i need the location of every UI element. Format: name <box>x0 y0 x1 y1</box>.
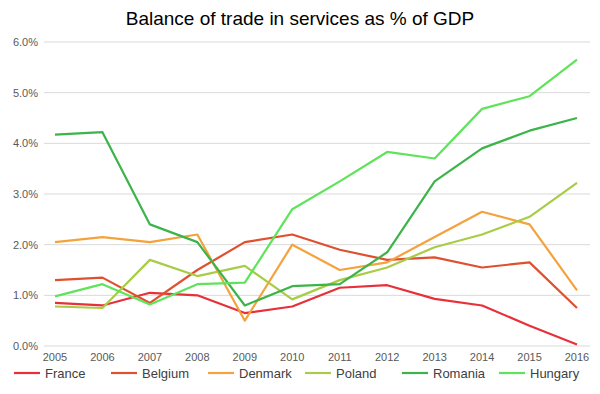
grid-line <box>44 346 590 347</box>
x-tick-label: 2009 <box>233 351 257 363</box>
legend-swatch <box>499 372 525 374</box>
series-line <box>55 118 577 305</box>
x-tick-label: 2014 <box>470 351 494 363</box>
y-tick-label: 5.0% <box>13 87 38 99</box>
legend-label: Belgium <box>142 366 189 381</box>
y-tick-label: 6.0% <box>13 36 38 48</box>
x-tick-label: 2011 <box>328 351 352 363</box>
x-tick-label: 2005 <box>43 351 67 363</box>
grid-line <box>44 244 590 245</box>
legend-label: Hungary <box>530 366 580 381</box>
series-line <box>55 183 577 308</box>
chart: Balance of trade in services as % of GDP… <box>0 0 600 394</box>
x-tick-label: 2013 <box>422 351 446 363</box>
x-tick-label: 2015 <box>517 351 541 363</box>
legend-label: Denmark <box>239 366 292 381</box>
legend-label: Poland <box>336 366 376 381</box>
legend-swatch <box>305 372 331 374</box>
x-tick-label: 2012 <box>375 351 399 363</box>
legend-swatch <box>14 372 40 374</box>
x-tick-label: 2006 <box>90 351 114 363</box>
y-tick-label: 3.0% <box>13 188 38 200</box>
series-line <box>55 60 577 305</box>
grid-line <box>44 143 590 144</box>
x-tick-label: 2008 <box>185 351 209 363</box>
y-tick-label: 0.0% <box>13 340 38 352</box>
legend-swatch <box>111 372 137 374</box>
grid-line <box>44 92 590 93</box>
legend-swatch <box>402 372 428 374</box>
y-tick-label: 4.0% <box>13 137 38 149</box>
grid-line <box>44 42 590 43</box>
y-tick-label: 2.0% <box>13 239 38 251</box>
x-tick-label: 2010 <box>280 351 304 363</box>
y-tick-label: 1.0% <box>13 289 38 301</box>
plot-area <box>55 60 577 345</box>
x-tick-label: 2007 <box>138 351 162 363</box>
legend-label: France <box>45 366 85 381</box>
legend-swatch <box>208 372 234 374</box>
x-tick-label: 2016 <box>565 351 589 363</box>
title: Balance of trade in services as % of GDP <box>126 8 475 29</box>
legend-label: Romania <box>433 366 486 381</box>
